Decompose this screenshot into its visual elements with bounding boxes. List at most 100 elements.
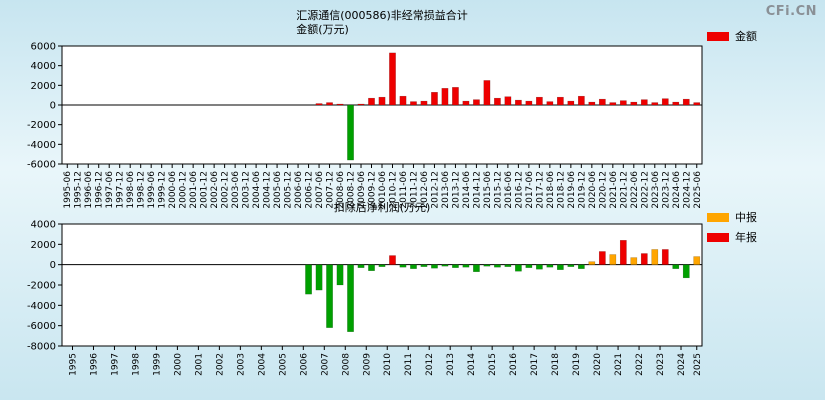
x-tick-label: 2002 bbox=[215, 353, 225, 376]
x-tick-label: 2009-12 bbox=[368, 171, 378, 209]
net-profit-after-deduction-bar bbox=[441, 264, 449, 267]
non-recurring-pnl-bar bbox=[588, 101, 596, 106]
non-recurring-pnl-bar bbox=[651, 102, 659, 106]
x-tick-label: 2006-12 bbox=[305, 171, 315, 209]
y-tick-label: 0 bbox=[50, 101, 56, 112]
y-tick-label: -2000 bbox=[27, 281, 56, 292]
x-tick-label: 2008 bbox=[341, 353, 351, 376]
net-profit-after-deduction-bar bbox=[462, 264, 470, 268]
x-tick-label: 2022 bbox=[635, 353, 645, 376]
non-recurring-pnl-bar bbox=[536, 96, 543, 106]
x-tick-label: 2019-12 bbox=[577, 171, 587, 209]
y-tick-label: 6000 bbox=[31, 42, 56, 53]
net-profit-after-deduction-bar bbox=[483, 264, 491, 267]
x-tick-label: 2000 bbox=[173, 353, 183, 376]
non-recurring-pnl-bar bbox=[452, 87, 459, 106]
non-recurring-pnl-bar bbox=[368, 97, 375, 106]
net-profit-after-deduction-bar bbox=[431, 264, 438, 269]
non-recurring-pnl-bar bbox=[389, 52, 396, 106]
bottom-chart-header: 扣除后净利润(万元) bbox=[62, 201, 702, 215]
non-recurring-pnl-bar bbox=[515, 99, 522, 106]
non-recurring-pnl-bar bbox=[672, 101, 680, 106]
y-tick-label: -4000 bbox=[27, 140, 56, 151]
x-tick-label: 1995-06 bbox=[63, 171, 73, 209]
x-tick-label: 2023-06 bbox=[651, 171, 661, 209]
non-recurring-pnl-bar bbox=[357, 103, 365, 106]
net-profit-after-deduction-bar bbox=[577, 264, 585, 269]
net-profit-after-deduction-bar bbox=[378, 264, 386, 267]
net-profit-after-deduction-bar bbox=[357, 264, 365, 268]
net-profit-after-deduction-bar bbox=[588, 261, 596, 265]
net-profit-after-deduction-bar bbox=[347, 264, 354, 332]
x-tick-label: 1997 bbox=[110, 353, 120, 376]
x-tick-label: 2013-06 bbox=[441, 171, 451, 209]
x-tick-label: 2002-06 bbox=[210, 171, 220, 209]
x-tick-label: 2016-12 bbox=[514, 171, 524, 209]
x-tick-label: 2012-06 bbox=[420, 171, 430, 209]
non-recurring-pnl-bar bbox=[682, 98, 690, 106]
x-tick-label: 2003 bbox=[236, 353, 246, 376]
non-recurring-pnl-bar bbox=[598, 98, 606, 106]
net-profit-after-deduction-bar bbox=[336, 264, 344, 286]
net-profit-after-deduction-bar bbox=[399, 264, 407, 268]
x-tick-label: 2018-12 bbox=[556, 171, 566, 209]
net-profit-after-deduction-bar bbox=[536, 264, 543, 270]
y-tick-label: -2000 bbox=[27, 120, 56, 131]
interim-legend-swatch-icon bbox=[707, 212, 729, 222]
top-chart-header: 汇源通信(000586)非经常损益合计 金额(万元) bbox=[62, 9, 702, 38]
annual-legend-label: 年报 bbox=[735, 231, 757, 244]
x-tick-label: 2016 bbox=[509, 353, 519, 376]
bottom-chart-legend: 中报 年报 bbox=[707, 209, 757, 249]
non-recurring-pnl-bar bbox=[494, 97, 501, 106]
x-tick-label: 2010 bbox=[383, 353, 393, 376]
non-recurring-pnl-bar bbox=[546, 101, 554, 106]
net-profit-after-deduction-bar bbox=[640, 253, 648, 265]
x-tick-label: 2022-12 bbox=[640, 171, 650, 209]
net-profit-after-deduction-bar bbox=[609, 254, 617, 265]
x-tick-label: 2008-06 bbox=[336, 171, 346, 209]
x-tick-label: 2020-06 bbox=[588, 171, 598, 209]
net-profit-after-deduction-bar bbox=[368, 264, 375, 271]
x-tick-label: 2021 bbox=[614, 353, 624, 376]
top-chart-title: 汇源通信(000586)非经常损益合计 bbox=[296, 9, 468, 22]
x-tick-label: 2019-06 bbox=[567, 171, 577, 209]
net-profit-after-deduction-bar bbox=[452, 264, 459, 268]
x-tick-label: 2003-06 bbox=[231, 171, 241, 209]
net-profit-after-deduction-bar bbox=[389, 255, 396, 265]
net-profit-after-deduction-bar bbox=[326, 264, 333, 328]
y-tick-label: 2000 bbox=[31, 240, 56, 251]
x-tick-label: 2006-06 bbox=[294, 171, 304, 209]
bottom-chart-title-group: 扣除后净利润(万元) bbox=[334, 201, 431, 215]
y-tick-label: 2000 bbox=[31, 81, 56, 92]
y-tick-label: -4000 bbox=[27, 301, 56, 312]
x-tick-label: 2004-06 bbox=[252, 171, 262, 209]
x-tick-label: 1998-12 bbox=[137, 171, 147, 209]
non-recurring-pnl-bar bbox=[661, 98, 669, 106]
y-tick-label: 0 bbox=[50, 260, 56, 271]
x-tick-label: 2003-12 bbox=[242, 171, 252, 209]
non-recurring-pnl-bar bbox=[567, 100, 575, 106]
amount-legend-label: 金额 bbox=[735, 30, 757, 43]
x-tick-label: 2001 bbox=[194, 353, 204, 376]
x-tick-label: 2005 bbox=[278, 353, 288, 376]
x-tick-label: 2010-12 bbox=[388, 171, 398, 209]
x-tick-label: 2018 bbox=[551, 353, 561, 376]
x-tick-label: 1999 bbox=[152, 353, 162, 376]
non-recurring-pnl-bar bbox=[315, 103, 323, 106]
non-recurring-pnl-bar bbox=[609, 102, 617, 106]
x-tick-label: 1996 bbox=[89, 353, 99, 376]
x-tick-label: 2011-12 bbox=[409, 171, 419, 209]
x-tick-label: 2012-12 bbox=[430, 171, 440, 209]
net-profit-after-deduction-bar bbox=[420, 264, 428, 267]
net-profit-after-deduction-bar bbox=[504, 264, 512, 267]
x-tick-label: 2007 bbox=[320, 353, 330, 376]
non-recurring-pnl-bar bbox=[693, 102, 701, 106]
non-recurring-pnl-bar bbox=[399, 95, 407, 106]
non-recurring-pnl-bar bbox=[640, 99, 648, 106]
x-tick-label: 2007-06 bbox=[315, 171, 325, 209]
non-recurring-pnl-bar bbox=[462, 100, 470, 106]
non-recurring-pnl-bar bbox=[473, 99, 480, 106]
net-profit-after-deduction-bar bbox=[693, 256, 701, 265]
x-tick-label: 2022-06 bbox=[630, 171, 640, 209]
x-tick-label: 2019 bbox=[572, 353, 582, 376]
